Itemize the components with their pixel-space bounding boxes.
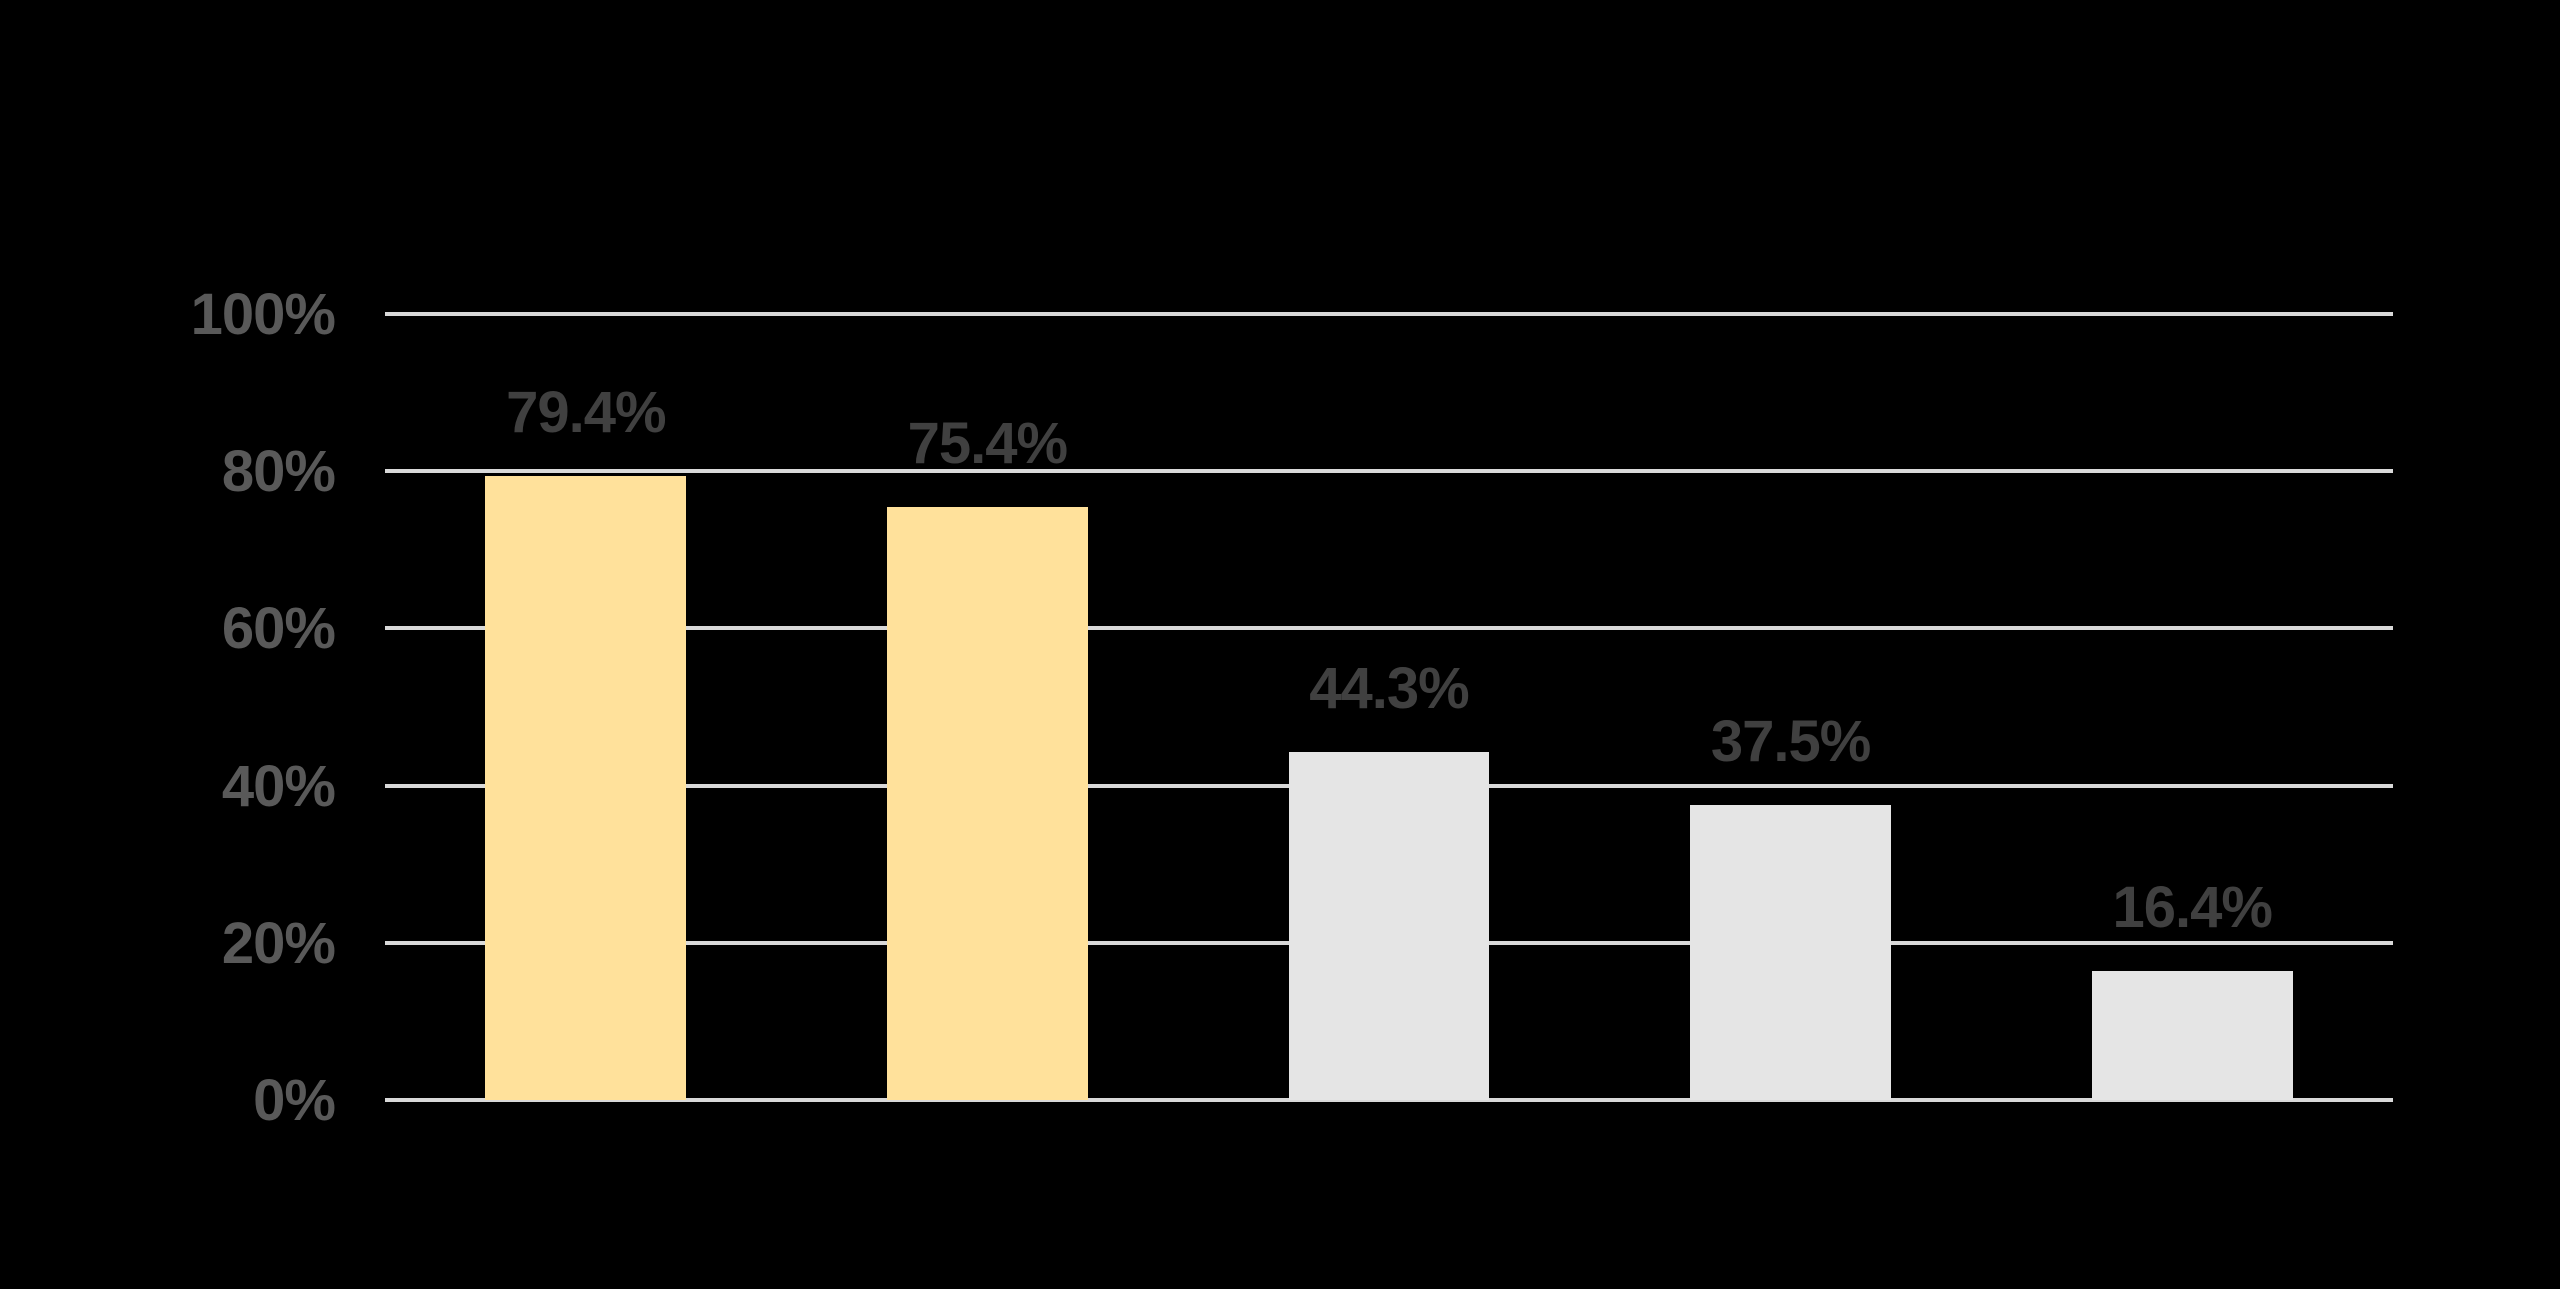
plot-area (385, 312, 2393, 1102)
bar-value-label: 44.3% (1309, 655, 1469, 721)
bar-value-label: 75.4% (907, 411, 1068, 477)
bar-value-label: 16.4% (2112, 875, 2272, 941)
y-axis-tick-label: 100% (190, 282, 336, 347)
bar-value-label: 79.4% (506, 379, 666, 445)
bar (1288, 751, 1490, 1100)
y-axis-tick-label: 40% (221, 753, 336, 819)
gridline (385, 1098, 2393, 1102)
bar (1690, 805, 1891, 1100)
gridline (385, 626, 2393, 631)
gridline (385, 469, 2393, 474)
bar (2091, 971, 2293, 1100)
bar-value-label: 37.5% (1710, 709, 1871, 775)
bar (887, 507, 1088, 1100)
y-axis-tick-label: 20% (221, 910, 336, 976)
y-axis-tick-label: 60% (221, 596, 336, 662)
bar (485, 475, 687, 1100)
y-axis-tick-label: 0% (253, 1068, 336, 1133)
gridline (385, 312, 2393, 316)
y-axis-tick-label: 80% (221, 439, 336, 505)
